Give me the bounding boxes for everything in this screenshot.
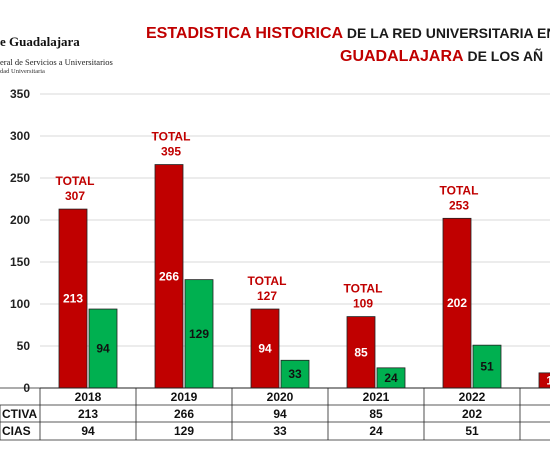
bar-value-label: 18 [546, 373, 550, 387]
x-category-label: 2022 [459, 390, 486, 404]
y-tick-label: 150 [10, 255, 30, 269]
table-cell: 129 [174, 424, 194, 438]
table-cell: 24 [369, 424, 383, 438]
total-value: 127 [257, 289, 277, 303]
x-category-label: 2019 [171, 390, 198, 404]
y-tick-label: 300 [10, 129, 30, 143]
title-highlight: ESTADISTICA HISTORICA [146, 25, 344, 42]
total-label: TOTAL [56, 174, 95, 188]
total-label: TOTAL [152, 130, 191, 144]
bar-activa [346, 316, 376, 389]
total-label: TOTAL [344, 282, 383, 296]
total-value: 307 [65, 189, 85, 203]
bar-value-label: 94 [258, 342, 272, 356]
y-tick-label: 50 [17, 339, 31, 353]
logo-title: e Guadalajara [0, 34, 80, 49]
bar-activa [538, 372, 550, 389]
table-cell: 213 [78, 407, 98, 421]
bar-bajas [184, 279, 214, 389]
total-label: TOTAL [248, 274, 287, 288]
bar-value-label: 213 [63, 292, 83, 306]
table-cell: 94 [81, 424, 95, 438]
bar-value-label: 85 [354, 345, 368, 359]
table-cell: 33 [273, 424, 287, 438]
bar-value-label: 129 [189, 327, 209, 341]
logo-subtitle-2: dad Universitaria [0, 68, 45, 75]
total-label: TOTAL [440, 183, 479, 197]
title-highlight-2: GUADALAJARA [340, 48, 464, 65]
bar-value-label: 33 [288, 367, 302, 381]
table-cell: 266 [174, 407, 194, 421]
bar-value-label: 94 [96, 342, 110, 356]
bar-bajas [280, 359, 310, 389]
y-tick-label: 350 [10, 87, 30, 101]
table-cell: 85 [369, 407, 383, 421]
table-cell: 94 [273, 407, 287, 421]
bar-activa [442, 217, 472, 389]
total-value: 395 [161, 145, 181, 159]
y-tick-label: 200 [10, 213, 30, 227]
bar-bajas [88, 308, 118, 389]
logo-subtitle: eral de Servicios a Universitarios [0, 57, 113, 67]
table-row-header: CTIVA [2, 407, 37, 421]
x-category-label: 2021 [363, 390, 390, 404]
total-value: 253 [449, 198, 469, 212]
bar-value-label: 202 [447, 296, 467, 310]
y-tick-label: 250 [10, 171, 30, 185]
bar-value-label: 24 [384, 371, 398, 385]
total-value: 109 [353, 297, 373, 311]
table-cell: 51 [465, 424, 479, 438]
title-text-2: DE LOS AÑ [463, 48, 544, 64]
bar-value-label: 51 [480, 360, 494, 374]
bar-bajas [472, 344, 502, 389]
table-cell: 202 [462, 407, 482, 421]
bar-value-label: 266 [159, 269, 179, 283]
table-row-header: CIAS [2, 424, 31, 438]
y-tick-label: 100 [10, 297, 30, 311]
chart-title-line-2: GUADALAJARA DE LOS AÑ [340, 48, 543, 66]
x-category-label: 2020 [267, 390, 294, 404]
x-category-label: 2018 [75, 390, 102, 404]
title-text: DE LA RED UNIVERSITARIA EN [343, 25, 550, 41]
chart-title-line-1: ESTADISTICA HISTORICA DE LA RED UNIVERSI… [146, 25, 550, 43]
